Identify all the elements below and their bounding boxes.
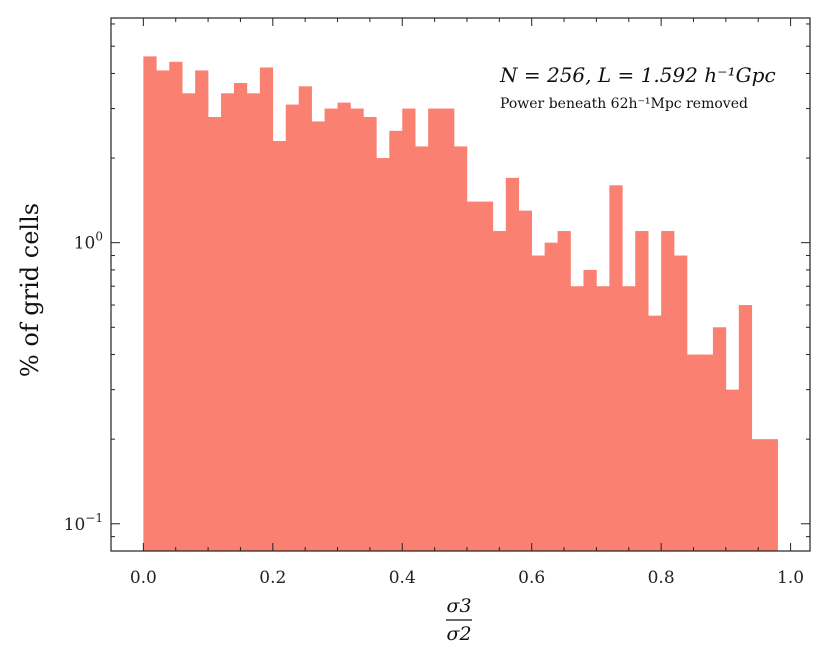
histogram-bar [609, 185, 623, 552]
histogram-bar [259, 67, 274, 551]
x-tick-label: 0.2 [259, 568, 286, 588]
histogram-bar [143, 56, 157, 551]
histogram-bars [143, 56, 778, 552]
histogram-bar [648, 315, 662, 551]
histogram-bar [544, 242, 558, 551]
histogram-bar [246, 93, 261, 551]
y-tick-label: 10−1 [64, 511, 103, 535]
histogram-bar [324, 108, 338, 552]
histogram-bar [699, 354, 714, 551]
histogram-bar [661, 231, 675, 551]
histogram-bar [570, 286, 584, 551]
histogram-bar [363, 116, 377, 551]
x-tick-label: 0.0 [130, 568, 157, 588]
annotation-sub: Power beneath 62h⁻¹Mpc removed [500, 96, 748, 112]
histogram-bar [505, 177, 520, 551]
histogram-bar [518, 210, 532, 551]
axis-ticks [111, 18, 810, 552]
histogram-bar [454, 146, 468, 552]
histogram-bar [195, 70, 209, 552]
histogram-bar [298, 86, 312, 551]
histogram-bar [712, 327, 727, 551]
histogram-bar [272, 141, 287, 551]
histogram-bar [182, 93, 196, 551]
histogram-bar [441, 108, 455, 552]
y-axis-label: % of grid cells [16, 203, 44, 377]
histogram-bar [415, 146, 429, 552]
histogram-bar [622, 286, 636, 551]
histogram-bar [285, 104, 299, 551]
x-axis-label-numerator: σ3 [446, 595, 471, 617]
histogram-bar [635, 231, 649, 551]
histogram-bar [687, 354, 701, 551]
histogram-bar [531, 255, 545, 551]
histogram-bar [233, 82, 248, 551]
histogram-bar [738, 305, 753, 551]
y-tick-label: 100 [74, 230, 103, 254]
tick-labels: 0.0 0.2 0.4 0.6 0.8 1.0 10−1 100 [64, 230, 804, 588]
histogram-bar [221, 93, 235, 551]
histogram-bar [428, 108, 442, 552]
x-tick-label: 0.4 [389, 568, 416, 588]
plot-frame [110, 17, 811, 552]
histogram-bar [376, 158, 390, 552]
x-tick-label: 0.6 [518, 568, 545, 588]
x-axis-label-denominator: σ2 [446, 623, 471, 645]
histogram-bar [389, 130, 403, 552]
histogram-bar [169, 61, 183, 552]
x-tick-label: 0.8 [648, 568, 675, 588]
annotation-main: N = 256, L = 1.592 h⁻¹Gpc [499, 63, 776, 87]
histogram-bar [674, 255, 688, 551]
histogram-bar [764, 439, 778, 551]
histogram-bar [337, 102, 351, 551]
histogram-bar [311, 121, 325, 552]
histogram-bar [725, 389, 740, 551]
histogram-bar [402, 108, 416, 552]
histogram-bar [583, 269, 597, 551]
histogram-bar [596, 286, 610, 551]
histogram-bar [492, 231, 507, 551]
x-tick-label: 1.0 [777, 568, 804, 588]
histogram-bar [479, 201, 494, 551]
histogram-bar [557, 231, 571, 551]
histogram-bar [751, 439, 765, 551]
histogram-bar [350, 108, 364, 552]
histogram-bar [156, 70, 170, 552]
histogram-bar [466, 201, 481, 551]
histogram-bar [208, 116, 222, 551]
